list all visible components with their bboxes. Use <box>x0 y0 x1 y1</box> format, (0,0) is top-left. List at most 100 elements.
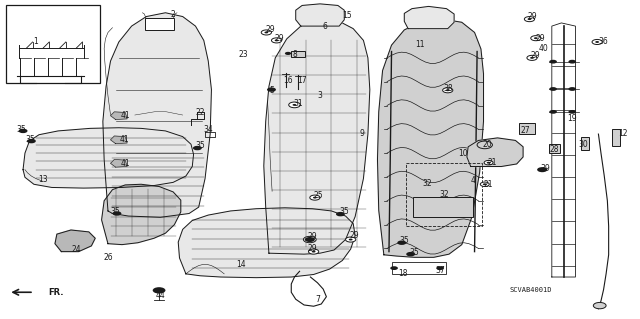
Text: 28: 28 <box>550 145 559 154</box>
Text: 39: 39 <box>540 164 550 173</box>
Circle shape <box>303 236 316 243</box>
Text: 12: 12 <box>618 129 627 138</box>
Circle shape <box>153 287 166 293</box>
Text: 8: 8 <box>292 49 298 59</box>
Circle shape <box>527 18 531 20</box>
Circle shape <box>390 266 398 270</box>
Text: 22: 22 <box>196 108 205 117</box>
Text: 1: 1 <box>33 38 38 47</box>
Circle shape <box>549 60 557 63</box>
Text: 29: 29 <box>349 231 359 240</box>
Text: 35: 35 <box>16 124 26 134</box>
Circle shape <box>292 104 296 106</box>
Text: 20: 20 <box>483 140 492 149</box>
Circle shape <box>310 195 320 200</box>
Circle shape <box>483 183 486 185</box>
Text: 21: 21 <box>484 180 493 189</box>
FancyBboxPatch shape <box>519 123 535 134</box>
Text: 29: 29 <box>308 244 317 253</box>
Text: 17: 17 <box>298 76 307 85</box>
Text: 44: 44 <box>156 291 165 300</box>
FancyBboxPatch shape <box>548 144 560 153</box>
Text: FR.: FR. <box>48 288 63 297</box>
Circle shape <box>19 129 28 133</box>
Circle shape <box>313 197 317 198</box>
Circle shape <box>480 182 489 187</box>
Circle shape <box>592 40 602 45</box>
Text: 36: 36 <box>598 37 609 46</box>
Text: 35: 35 <box>25 135 35 144</box>
Circle shape <box>524 17 534 22</box>
Text: 35: 35 <box>409 248 419 257</box>
Polygon shape <box>264 19 370 254</box>
Polygon shape <box>178 208 355 278</box>
Polygon shape <box>111 112 127 120</box>
Circle shape <box>443 88 453 93</box>
Text: 29: 29 <box>266 25 275 34</box>
Text: 5: 5 <box>269 86 274 95</box>
Circle shape <box>595 41 599 43</box>
Circle shape <box>397 241 406 245</box>
Text: 38: 38 <box>443 85 452 93</box>
Text: 35: 35 <box>339 207 349 216</box>
Circle shape <box>534 37 538 39</box>
Circle shape <box>312 251 316 253</box>
Text: 19: 19 <box>567 114 577 123</box>
Text: 16: 16 <box>284 76 293 85</box>
Polygon shape <box>103 13 211 217</box>
Text: 6: 6 <box>322 22 327 31</box>
Circle shape <box>113 211 122 216</box>
Text: 41: 41 <box>121 159 131 168</box>
Text: 24: 24 <box>71 245 81 254</box>
Text: 29: 29 <box>527 12 537 21</box>
FancyBboxPatch shape <box>392 262 446 274</box>
Circle shape <box>436 266 444 270</box>
Circle shape <box>289 102 300 108</box>
Circle shape <box>267 87 276 92</box>
Text: 9: 9 <box>359 129 364 138</box>
Text: 35: 35 <box>196 141 205 150</box>
Text: 2: 2 <box>171 11 175 19</box>
Text: 3: 3 <box>317 92 323 100</box>
Polygon shape <box>23 128 193 188</box>
Text: 31: 31 <box>294 99 303 108</box>
Text: 32: 32 <box>422 179 432 188</box>
Circle shape <box>530 57 534 59</box>
Text: 37: 37 <box>435 265 445 275</box>
FancyBboxPatch shape <box>6 5 100 83</box>
Text: 11: 11 <box>415 40 424 49</box>
Circle shape <box>275 40 278 41</box>
Circle shape <box>537 167 547 172</box>
Circle shape <box>305 237 315 242</box>
Text: 14: 14 <box>236 260 246 270</box>
Circle shape <box>27 139 36 143</box>
Circle shape <box>336 212 345 216</box>
FancyBboxPatch shape <box>612 129 620 146</box>
Text: 7: 7 <box>316 295 321 304</box>
Polygon shape <box>296 4 344 26</box>
Text: 13: 13 <box>38 175 48 184</box>
Circle shape <box>531 36 541 41</box>
Circle shape <box>308 249 319 254</box>
Circle shape <box>486 162 490 164</box>
Circle shape <box>549 87 557 91</box>
Polygon shape <box>111 136 127 144</box>
Circle shape <box>527 55 537 60</box>
Polygon shape <box>111 160 127 167</box>
Text: 35: 35 <box>110 207 120 216</box>
Text: 29: 29 <box>531 51 540 60</box>
Circle shape <box>193 146 202 150</box>
Text: 30: 30 <box>578 140 588 149</box>
Circle shape <box>346 237 356 242</box>
Text: 34: 34 <box>204 125 213 134</box>
Polygon shape <box>404 6 454 29</box>
Text: 21: 21 <box>488 158 497 167</box>
Circle shape <box>484 160 493 165</box>
Polygon shape <box>102 184 180 245</box>
Circle shape <box>568 110 576 114</box>
Text: 4: 4 <box>471 176 476 185</box>
Text: 32: 32 <box>439 190 449 199</box>
Polygon shape <box>467 138 523 167</box>
Circle shape <box>349 239 353 241</box>
Text: 10: 10 <box>458 149 468 158</box>
